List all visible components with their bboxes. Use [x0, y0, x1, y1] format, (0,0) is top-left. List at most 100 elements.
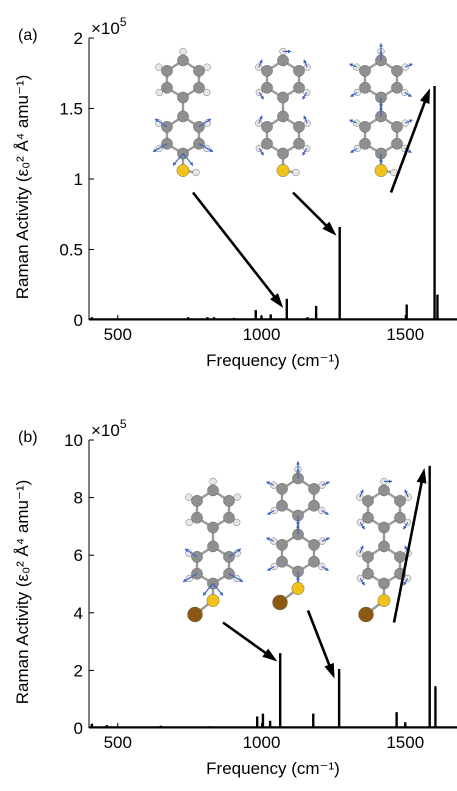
vector-arrowhead: [266, 537, 271, 541]
molecule-structure: [349, 43, 413, 177]
vector-arrowhead: [404, 489, 408, 494]
carbon-atom: [293, 137, 305, 150]
vector-arrowhead: [404, 545, 408, 550]
carbon-atom: [293, 121, 305, 133]
vector-arrowhead: [407, 93, 412, 97]
molecule-structure: [182, 477, 244, 623]
vector-arrowhead: [325, 537, 330, 541]
vector-arrowhead: [360, 545, 364, 550]
chart-panel-b: 500 1000 1500 0 2 4 6 8 10 ×105 (b) Frequency (cm⁻¹…: [0, 396, 457, 791]
hydrogen-atom: [318, 506, 326, 515]
carbon-atom: [261, 65, 273, 77]
vector-arrowhead: [183, 578, 187, 582]
carbon-atom: [308, 539, 320, 551]
hydrogen-atom: [155, 88, 163, 97]
carbon-atom: [191, 511, 203, 524]
vector-arrowhead: [173, 161, 177, 166]
vector-arrowhead: [324, 567, 329, 571]
carbon-atom: [261, 137, 273, 150]
vector-arrowhead: [324, 511, 329, 515]
hydrogen-atom: [233, 518, 241, 527]
vector-arrowhead: [361, 525, 365, 530]
annotation-arrowhead: [416, 467, 427, 484]
annotation-arrow: [191, 191, 282, 306]
vector-arrowhead: [189, 161, 193, 166]
hydrogen-atom: [185, 518, 193, 527]
vector-arrowhead: [209, 148, 213, 152]
carbon-atom: [362, 495, 374, 507]
carbon-atom: [276, 539, 288, 551]
chart-panel-a: 500 1000 1500 0 0.5 1 1.5 2 ×105 (a) Frequency (cm…: [0, 0, 457, 395]
hydrogen-atom: [270, 506, 278, 515]
panel-label: (b): [18, 429, 38, 446]
hydrogen-atom: [192, 168, 200, 177]
carbon-atom: [394, 511, 406, 524]
y-tick-label: 1: [74, 170, 83, 189]
hydrogen-atom: [292, 168, 300, 177]
x-tick-label: 500: [104, 325, 132, 344]
vector-arrowhead: [287, 49, 292, 54]
carbon-atom: [359, 65, 371, 77]
annotation-arrow: [389, 91, 430, 193]
y-tick-label: 8: [74, 489, 83, 508]
vector-arrowhead: [403, 525, 407, 530]
hydrogen-atom: [270, 481, 278, 489]
hydrogen-atom: [233, 493, 241, 501]
vector-arrowhead: [260, 95, 264, 100]
vector-arrowhead: [379, 50, 383, 54]
vector-arrowhead: [296, 578, 300, 582]
carbon-atom: [277, 91, 289, 104]
carbon-atom: [308, 499, 320, 512]
molecule-structure: [255, 47, 311, 177]
sulfur-atom: [276, 164, 290, 177]
sulfur-atom: [374, 164, 388, 177]
vector-arrowhead: [296, 524, 300, 528]
carbon-atom: [177, 110, 189, 123]
x-tick-label: 1500: [386, 733, 424, 752]
vector-arrowhead: [349, 63, 354, 67]
sulfur-atom: [206, 594, 220, 607]
hydrogen-atom: [209, 477, 217, 486]
carbon-atom: [277, 54, 289, 67]
vector-arrowhead: [303, 59, 307, 64]
carbon-atom: [378, 521, 390, 534]
carbon-atom: [391, 137, 403, 150]
y-multiplier-exponent: 5: [120, 417, 127, 431]
carbon-atom: [308, 555, 320, 568]
y-tick-label: 4: [74, 604, 83, 623]
y-axis-label: Raman Activity (ε₀² Å⁴ amu⁻¹): [13, 75, 32, 300]
vector-arrowhead: [349, 119, 354, 123]
y-multiplier-exponent: 5: [120, 15, 127, 29]
vector-arrowhead: [203, 591, 207, 596]
vector-arrowhead: [259, 115, 263, 120]
vector-arrowhead: [266, 481, 271, 485]
carbon-atom: [276, 499, 288, 512]
annotation-arrowhead: [322, 221, 337, 236]
y-tick-label: 2: [74, 661, 83, 680]
vector-arrowhead: [219, 591, 223, 596]
hydrogen-atom: [318, 481, 326, 489]
vector-arrowhead: [207, 118, 211, 123]
carbon-atom: [359, 137, 371, 150]
vector-arrowhead: [379, 106, 383, 110]
carbon-atom: [207, 540, 219, 553]
hydrogen-atom: [155, 63, 163, 71]
vector-arrowhead: [296, 468, 300, 472]
panel-label: (a): [18, 27, 38, 44]
chart-a-svg: 500 1000 1500 0 0.5 1 1.5 2 ×105 (a) Frequency (cm…: [13, 15, 457, 370]
hydrogen-atom: [318, 537, 326, 545]
carbon-atom: [293, 81, 305, 94]
carbon-atom: [391, 81, 403, 94]
annotation-arrowhead: [420, 88, 430, 104]
carbon-atom: [193, 65, 205, 77]
x-tick-label: 1000: [243, 325, 281, 344]
carbon-atom: [177, 91, 189, 104]
molecule-structure: [356, 477, 412, 623]
vector-arrowhead: [360, 489, 364, 494]
carbon-atom: [378, 484, 390, 497]
vector-arrowhead: [408, 63, 413, 67]
carbon-atom: [276, 555, 288, 568]
hydrogen-atom: [356, 549, 364, 557]
gold-atom: [187, 606, 203, 623]
vector-arrowhead: [237, 548, 241, 553]
